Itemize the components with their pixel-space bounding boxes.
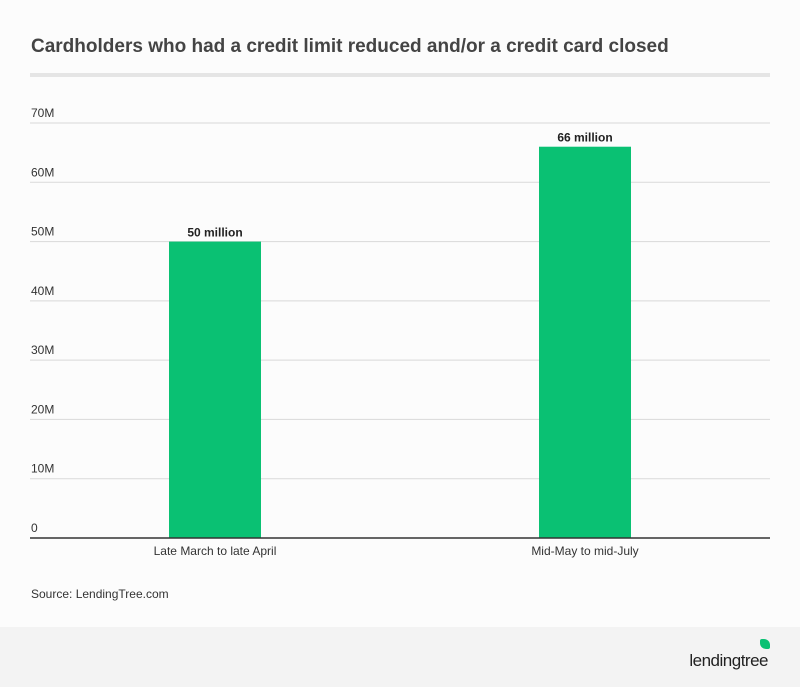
footer: lendingtree (0, 627, 800, 687)
bar (169, 241, 261, 539)
lendingtree-logo: lendingtree (689, 639, 770, 671)
y-tick-label: 50M (31, 225, 54, 239)
y-tick-label: 70M (31, 106, 54, 120)
x-tick-label: Late March to late April (154, 544, 277, 558)
data-label: 66 million (557, 131, 612, 145)
x-tick-label: Mid-May to mid-July (531, 544, 638, 558)
leaf-icon (760, 639, 770, 649)
bar (539, 146, 631, 538)
data-label: 50 million (187, 226, 242, 240)
y-tick-label: 40M (31, 284, 54, 298)
title-divider (30, 73, 770, 77)
y-tick-label: 10M (31, 462, 54, 476)
y-tick-label: 20M (31, 402, 54, 416)
chart-title: Cardholders who had a credit limit reduc… (31, 36, 669, 57)
y-tick-label: 30M (31, 343, 54, 357)
y-tick-label: 60M (31, 165, 54, 179)
source-note: Source: LendingTree.com (31, 587, 169, 601)
bar-chart: 0 10M 20M 30M 40M 50M 60M 70M 50 million Late Mar… (30, 106, 770, 558)
y-tick-label: 0 (31, 521, 38, 535)
